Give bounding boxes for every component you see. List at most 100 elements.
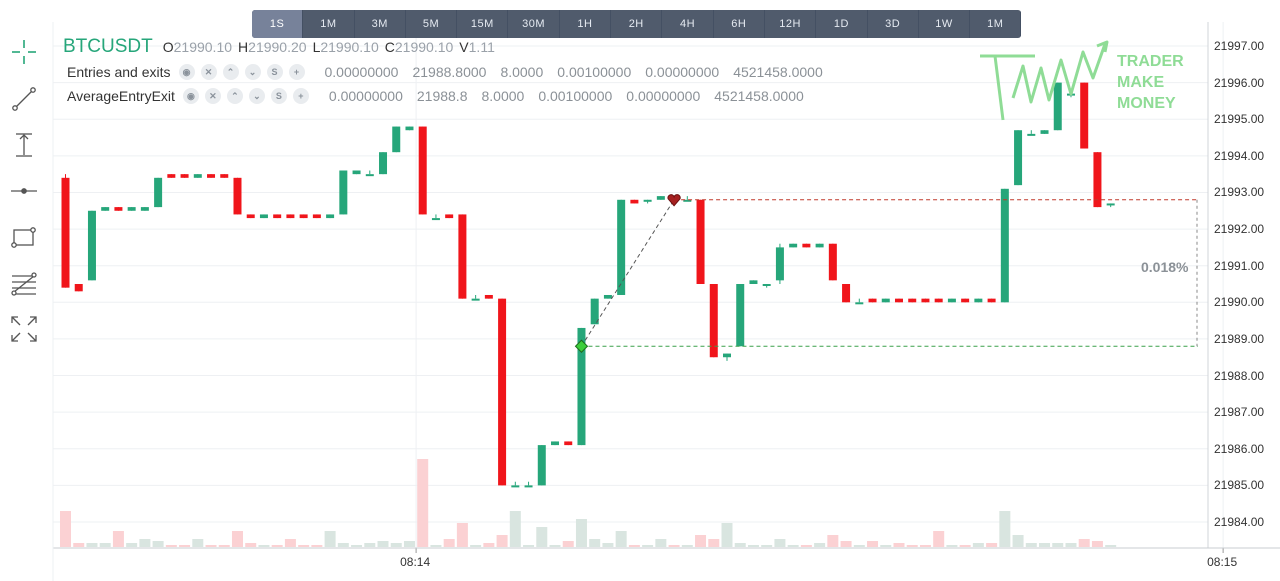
visibility-icon[interactable]: ◉ [182, 88, 199, 104]
timeframe-button[interactable]: 1D [816, 10, 868, 38]
timeframe-button[interactable]: 12H [765, 10, 817, 38]
candle[interactable] [564, 441, 573, 446]
candle[interactable] [736, 284, 745, 347]
symbol-name[interactable]: BTCUSDT [63, 36, 153, 57]
candle[interactable] [207, 174, 216, 178]
entry-marker-icon[interactable] [574, 339, 589, 353]
candle[interactable] [868, 298, 877, 303]
candle[interactable] [1014, 130, 1023, 186]
candle[interactable] [273, 214, 282, 219]
candle[interactable] [762, 284, 771, 288]
candle[interactable] [471, 294, 480, 301]
timeframe-button[interactable]: 1W [919, 10, 971, 38]
crosshair-icon[interactable] [8, 36, 40, 68]
candle[interactable] [656, 196, 665, 200]
candle[interactable] [524, 481, 533, 488]
candle[interactable] [894, 298, 903, 303]
candle[interactable] [696, 199, 705, 284]
candle[interactable] [537, 445, 546, 486]
candle[interactable] [365, 170, 374, 177]
vertical-measure-icon[interactable] [8, 129, 40, 161]
timeframe-button[interactable]: 1M [970, 10, 1022, 38]
trend-line-icon[interactable] [8, 83, 40, 115]
candle[interactable] [934, 298, 943, 303]
candle[interactable] [643, 199, 652, 204]
move-down-icon[interactable]: ⌄ [244, 64, 261, 80]
candle[interactable] [1040, 130, 1049, 134]
visibility-icon[interactable]: ◉ [178, 64, 195, 80]
move-down-icon[interactable]: ⌄ [248, 88, 265, 104]
candle[interactable] [312, 214, 321, 219]
move-up-icon[interactable]: ⌃ [222, 64, 239, 80]
candle[interactable] [603, 294, 612, 299]
candle[interactable] [974, 298, 983, 303]
candle[interactable] [458, 214, 467, 299]
timeframe-button[interactable]: 6H [714, 10, 765, 38]
candle[interactable] [418, 126, 427, 215]
remove-icon[interactable]: ✕ [200, 64, 217, 80]
candle[interactable] [259, 214, 268, 219]
candle[interactable] [233, 177, 242, 215]
timeframe-button[interactable]: 4H [662, 10, 714, 38]
candle[interactable] [326, 214, 335, 219]
candle[interactable] [405, 126, 414, 131]
candle[interactable] [180, 174, 189, 178]
horizontal-line-icon[interactable] [8, 175, 40, 207]
timeframe-button[interactable]: 15M [457, 10, 509, 38]
timeframe-button[interactable]: 2H [611, 10, 663, 38]
candle[interactable] [908, 298, 917, 303]
timeframe-button[interactable]: 3M [355, 10, 406, 38]
candle[interactable] [683, 196, 692, 202]
candle[interactable] [987, 298, 996, 303]
move-up-icon[interactable]: ⌃ [226, 88, 243, 104]
candle[interactable] [551, 441, 560, 446]
add-icon[interactable]: + [288, 64, 305, 80]
candle[interactable] [484, 294, 493, 299]
candle[interactable] [881, 298, 890, 303]
settings-icon[interactable]: S [270, 88, 287, 104]
timeframe-button[interactable]: 1S [252, 10, 304, 38]
fullscreen-icon[interactable] [8, 313, 40, 345]
candle[interactable] [286, 214, 295, 219]
candle[interactable] [339, 170, 348, 215]
candle[interactable] [590, 298, 599, 325]
candle[interactable] [828, 243, 837, 281]
candle[interactable] [299, 214, 308, 219]
timeframe-button[interactable]: 1M [303, 10, 355, 38]
candle[interactable] [392, 126, 401, 153]
candle[interactable] [961, 298, 970, 303]
candle[interactable] [61, 174, 70, 288]
candle[interactable] [1027, 130, 1036, 136]
candle[interactable] [630, 199, 639, 204]
candle[interactable] [1053, 82, 1062, 131]
candle[interactable] [114, 207, 123, 211]
candle[interactable] [947, 298, 956, 303]
candle[interactable] [921, 298, 930, 303]
candle[interactable] [352, 170, 361, 175]
candle[interactable] [101, 207, 110, 211]
candle[interactable] [431, 214, 440, 221]
timeframe-button[interactable]: 1H [560, 10, 612, 38]
timeframe-button[interactable]: 30M [508, 10, 560, 38]
exit-marker-icon[interactable] [667, 194, 681, 207]
candle[interactable] [1000, 188, 1009, 303]
remove-icon[interactable]: ✕ [204, 88, 221, 104]
timeframe-button[interactable]: 5M [406, 10, 458, 38]
candle[interactable] [617, 199, 626, 295]
candle[interactable] [775, 243, 784, 284]
candle[interactable] [167, 174, 176, 178]
candle[interactable] [220, 174, 229, 178]
candle[interactable] [815, 243, 824, 248]
candle[interactable] [498, 298, 507, 486]
candle[interactable] [379, 152, 388, 175]
timeframe-button[interactable]: 3D [868, 10, 919, 38]
candle[interactable] [789, 243, 798, 248]
rectangle-icon[interactable] [8, 221, 40, 253]
candle[interactable] [193, 174, 202, 178]
candle[interactable] [154, 177, 163, 208]
add-icon[interactable]: + [292, 88, 309, 104]
candle[interactable] [87, 210, 96, 281]
candle[interactable] [511, 481, 520, 488]
candle[interactable] [140, 207, 149, 211]
